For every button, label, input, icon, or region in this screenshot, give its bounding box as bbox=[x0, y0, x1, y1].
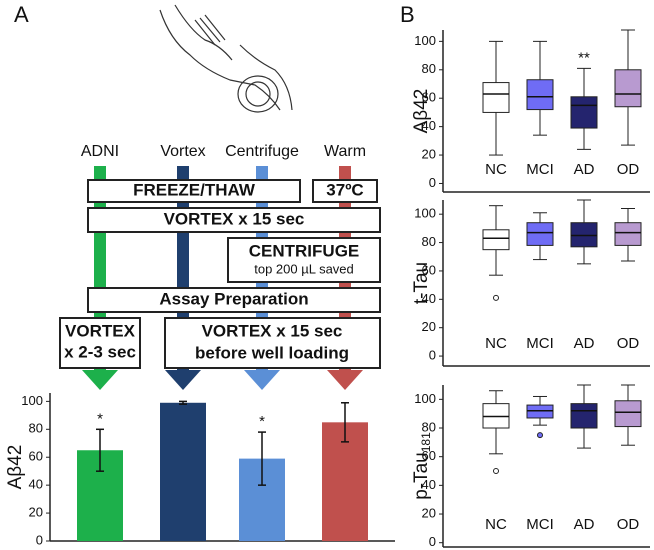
y-tick-label: 40 bbox=[422, 477, 436, 492]
y-axis-label: t-Tau bbox=[411, 262, 432, 304]
box bbox=[312, 179, 378, 203]
box bbox=[87, 179, 301, 203]
box bbox=[614, 222, 642, 246]
annotation: * bbox=[97, 410, 103, 427]
y-tick-label: 60 bbox=[29, 449, 43, 464]
y-tick-label: 0 bbox=[429, 175, 436, 190]
arrow bbox=[327, 370, 363, 390]
y-tick-label: 40 bbox=[422, 291, 436, 306]
y-axis-label-sub: 181 bbox=[419, 432, 433, 452]
step: VORTEX x 15 sec bbox=[202, 321, 343, 340]
y-tick-label: 20 bbox=[29, 505, 43, 520]
box bbox=[570, 403, 598, 429]
step: Assay Preparation bbox=[159, 289, 308, 308]
y-tick-label: 60 bbox=[422, 90, 436, 105]
box bbox=[87, 287, 381, 313]
y-tick-label: 80 bbox=[422, 419, 436, 434]
x-tick-label: NC bbox=[485, 161, 507, 178]
box bbox=[227, 237, 381, 283]
y-tick-label: 0 bbox=[429, 534, 436, 549]
y-axis-label-text: t-Tau bbox=[411, 262, 432, 304]
x-tick-label: OD bbox=[617, 335, 640, 352]
box bbox=[59, 317, 141, 369]
y-tick-label: 60 bbox=[422, 262, 436, 277]
x-tick-label: OD bbox=[617, 516, 640, 533]
y-axis-label-text: p-Tau bbox=[411, 452, 432, 500]
annotation: * bbox=[259, 413, 265, 430]
arrow bbox=[244, 370, 280, 390]
y-axis-label: Aβ42 bbox=[411, 89, 432, 134]
y-tick-label: 80 bbox=[422, 61, 436, 76]
y-tick-label: 80 bbox=[29, 421, 43, 436]
annotation: ** bbox=[578, 49, 590, 66]
step-note: before well loading bbox=[195, 343, 349, 362]
box bbox=[482, 82, 510, 113]
y-tick-label: 100 bbox=[414, 391, 436, 406]
box bbox=[614, 69, 642, 108]
column-label: ADNI bbox=[81, 143, 119, 160]
y-tick-label: 20 bbox=[422, 505, 436, 520]
y-tick-label: 0 bbox=[36, 532, 43, 547]
box bbox=[570, 96, 598, 129]
box bbox=[526, 79, 554, 111]
column-label: Centrifuge bbox=[225, 143, 299, 160]
panel-label: B bbox=[400, 2, 415, 27]
y-axis-label-text: Aβ42 bbox=[5, 445, 26, 490]
step-note: top 200 µL saved bbox=[254, 261, 354, 276]
y-axis-label: p-Tau181 bbox=[411, 432, 433, 500]
x-tick-label: MCI bbox=[526, 161, 554, 178]
illustration bbox=[159, 4, 293, 113]
y-tick-label: 40 bbox=[29, 477, 43, 492]
y-tick-label: 0 bbox=[429, 348, 436, 363]
box bbox=[87, 207, 381, 233]
panel-label: A bbox=[14, 2, 29, 27]
x-tick-label: AD bbox=[574, 516, 595, 533]
y-tick-label: 20 bbox=[422, 319, 436, 334]
outlier bbox=[493, 294, 499, 301]
y-tick-label: 20 bbox=[422, 146, 436, 161]
x-tick-label: NC bbox=[485, 335, 507, 352]
y-tick-label: 80 bbox=[422, 234, 436, 249]
step: 37ºC bbox=[326, 180, 363, 199]
x-tick-label: NC bbox=[485, 516, 507, 533]
x-tick-label: MCI bbox=[526, 335, 554, 352]
y-axis-label: Aβ42 bbox=[5, 445, 26, 490]
step: VORTEX x 15 sec bbox=[164, 209, 305, 228]
y-tick-label: 100 bbox=[414, 33, 436, 48]
y-axis-label-text: Aβ42 bbox=[411, 89, 432, 134]
x-tick-label: OD bbox=[617, 161, 640, 178]
arrow bbox=[82, 370, 118, 390]
step: CENTRIFUGE bbox=[249, 241, 360, 260]
outlier bbox=[493, 468, 499, 475]
column-label: Vortex bbox=[160, 143, 205, 160]
x-tick-label: AD bbox=[574, 161, 595, 178]
column-label: Warm bbox=[324, 143, 366, 160]
x-tick-label: MCI bbox=[526, 516, 554, 533]
y-tick-label: 60 bbox=[422, 448, 436, 463]
step: VORTEX bbox=[65, 321, 136, 340]
step-note: x 2-3 sec bbox=[64, 342, 136, 361]
y-tick-label: 100 bbox=[21, 393, 43, 408]
y-tick-label: 100 bbox=[414, 206, 436, 221]
box bbox=[526, 222, 554, 246]
step: FREEZE/THAW bbox=[133, 180, 256, 199]
diagram: FREEZE/THAW 37ºC VORTEX x 15 sec CENTRIF… bbox=[59, 143, 381, 372]
y-tick-label: 40 bbox=[422, 118, 436, 133]
box bbox=[614, 400, 642, 428]
bar bbox=[160, 402, 206, 541]
box bbox=[482, 229, 510, 251]
arrow bbox=[165, 370, 201, 390]
box bbox=[164, 317, 381, 369]
x-tick-label: AD bbox=[574, 335, 595, 352]
outlier bbox=[537, 432, 543, 439]
